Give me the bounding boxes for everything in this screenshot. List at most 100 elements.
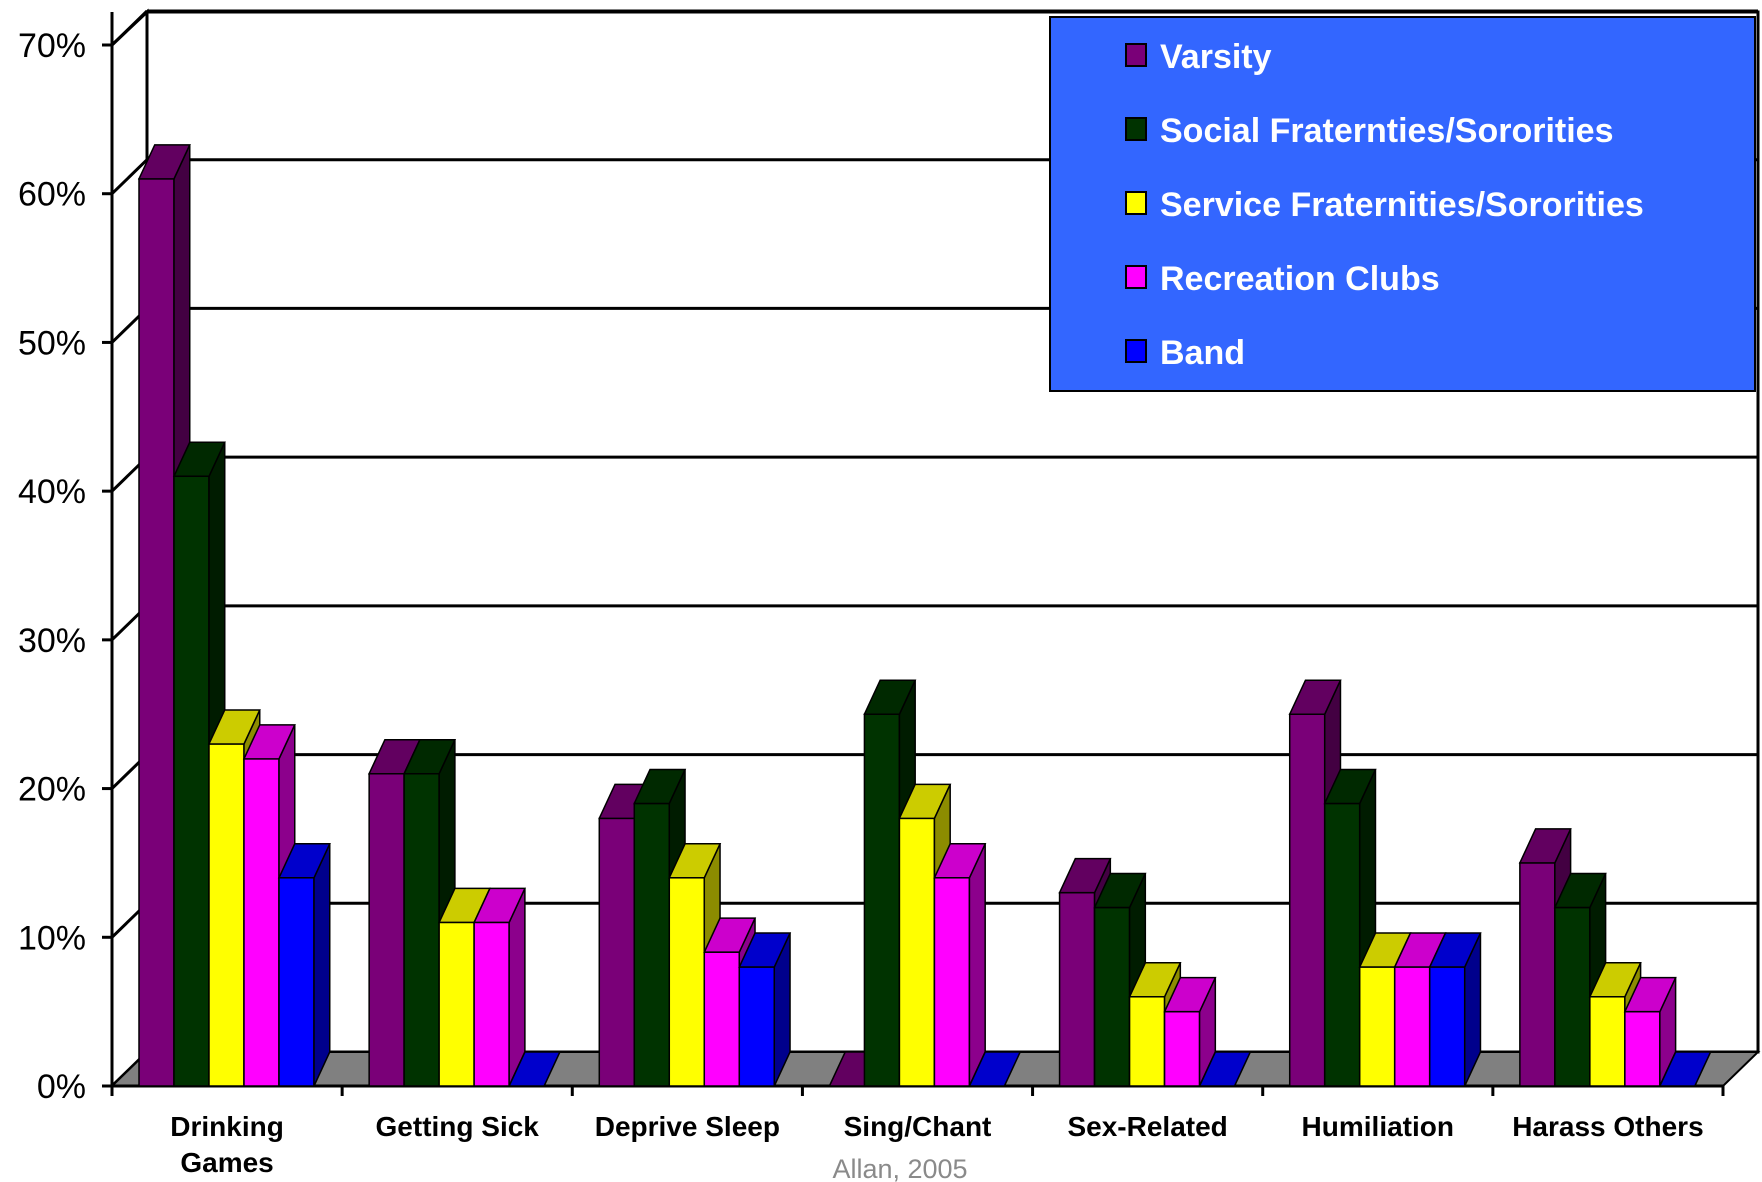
bar-front — [368, 772, 405, 1087]
bar-side — [968, 843, 986, 1087]
bar — [1658, 1051, 1712, 1087]
legend-item: Varsity — [1125, 38, 1272, 76]
bar-front — [668, 877, 706, 1087]
legend-swatch — [1125, 43, 1147, 67]
bar-top — [863, 679, 917, 715]
bar-top — [898, 783, 952, 820]
y-tick-label: 30% — [18, 622, 86, 660]
bar — [1163, 976, 1217, 1087]
x-tick-label: Humiliation — [1302, 1111, 1454, 1142]
bar-front — [1393, 966, 1431, 1087]
bar-top — [1323, 768, 1377, 805]
bar-front — [1128, 996, 1166, 1087]
bar-side — [313, 843, 331, 1087]
bar-top — [968, 1051, 1022, 1087]
bar-top — [1288, 679, 1342, 715]
legend-label: Social Fraternties/Sororities — [1160, 112, 1614, 150]
x-tick-label: Drinking Games — [170, 1111, 284, 1178]
legend-swatch — [1125, 339, 1147, 363]
bar-front — [1554, 906, 1591, 1087]
bar-top — [207, 709, 261, 745]
bar-top — [1518, 828, 1572, 864]
bar — [968, 1051, 1022, 1087]
bar-top — [1058, 857, 1112, 894]
legend-item: Recreation Clubs — [1125, 260, 1440, 298]
x-tick-label: Sex-Related — [1067, 1111, 1227, 1142]
bar — [863, 679, 917, 1087]
bar-top — [472, 887, 527, 924]
legend-item: Band — [1125, 334, 1245, 372]
y-tick-label: 10% — [18, 919, 86, 957]
bar-front — [1163, 1010, 1201, 1087]
bar-top — [633, 768, 687, 805]
bar-front — [633, 802, 671, 1087]
bar-front — [1624, 1010, 1661, 1087]
bar-front — [403, 772, 440, 1087]
bar — [1428, 932, 1482, 1087]
legend-swatch — [1125, 191, 1147, 215]
legend: Varsity Social Fraternties/Sororities Serv… — [1049, 16, 1756, 392]
bar-top — [172, 441, 226, 478]
bar-front — [703, 951, 741, 1087]
bar-top — [277, 843, 331, 879]
legend-box — [1049, 16, 1756, 392]
bar-top — [1163, 976, 1217, 1013]
bar — [1198, 1051, 1252, 1087]
bar-front — [208, 743, 245, 1087]
legend-swatch — [1125, 265, 1147, 289]
bar-front — [278, 877, 315, 1087]
bar-front — [1519, 862, 1556, 1087]
bar-front — [1589, 996, 1626, 1087]
bar — [738, 932, 792, 1087]
bar-front — [863, 713, 901, 1087]
bar-top — [402, 738, 457, 775]
bar — [472, 887, 527, 1087]
bar-front — [898, 817, 936, 1087]
bar-front — [1288, 713, 1326, 1087]
y-axis: 0% 10% 20% 30% 40% 50% 60% 70% — [18, 12, 114, 1106]
bar-top — [1658, 1051, 1712, 1087]
bar-top — [137, 144, 191, 180]
gridline-side — [110, 158, 149, 195]
gridline-side — [110, 9, 149, 47]
source-credit: Allan, 2005 — [832, 1154, 967, 1182]
y-tick-label: 70% — [18, 27, 86, 65]
x-tick-label: Harass Others — [1512, 1111, 1703, 1142]
bar-front — [598, 817, 636, 1087]
bar-top — [1428, 932, 1482, 968]
bar-front — [243, 758, 280, 1087]
bar-front — [933, 877, 971, 1087]
x-tick-label: Sing/Chant — [844, 1111, 992, 1142]
y-tick-label: 60% — [18, 176, 86, 214]
legend-label: Varsity — [1160, 38, 1272, 76]
legend-swatch — [1125, 117, 1147, 141]
bar-top — [738, 932, 792, 968]
bar-top — [1128, 962, 1182, 998]
bar — [933, 843, 987, 1087]
bar-top — [1093, 872, 1147, 909]
bar-front — [1428, 966, 1466, 1087]
legend-item: Service Fraternities/Sororities — [1125, 186, 1644, 224]
legend-label: Recreation Clubs — [1160, 260, 1440, 298]
x-axis: Drinking Games Getting Sick Deprive Sleep Si… — [110, 1084, 1725, 1178]
bar-front — [438, 921, 475, 1087]
bar-top — [1588, 962, 1642, 998]
bar — [1623, 976, 1677, 1087]
y-tick-label: 0% — [37, 1068, 86, 1106]
bar-front — [473, 921, 510, 1087]
bar-top — [242, 724, 296, 760]
bar-front — [738, 966, 776, 1087]
bar-top — [507, 1051, 562, 1087]
bar — [507, 1051, 562, 1087]
legend-label: Band — [1160, 334, 1245, 372]
bar-front — [1323, 802, 1361, 1087]
bar-top — [1553, 872, 1607, 909]
y-tick-label: 20% — [18, 771, 86, 809]
bar-front — [1358, 966, 1396, 1087]
x-tick-label: Getting Sick — [376, 1111, 540, 1142]
y-tick-label: 40% — [18, 473, 86, 511]
bar-top — [1623, 976, 1677, 1013]
legend-item: Social Fraternties/Sororities — [1125, 112, 1614, 150]
bar-top — [1198, 1051, 1252, 1087]
